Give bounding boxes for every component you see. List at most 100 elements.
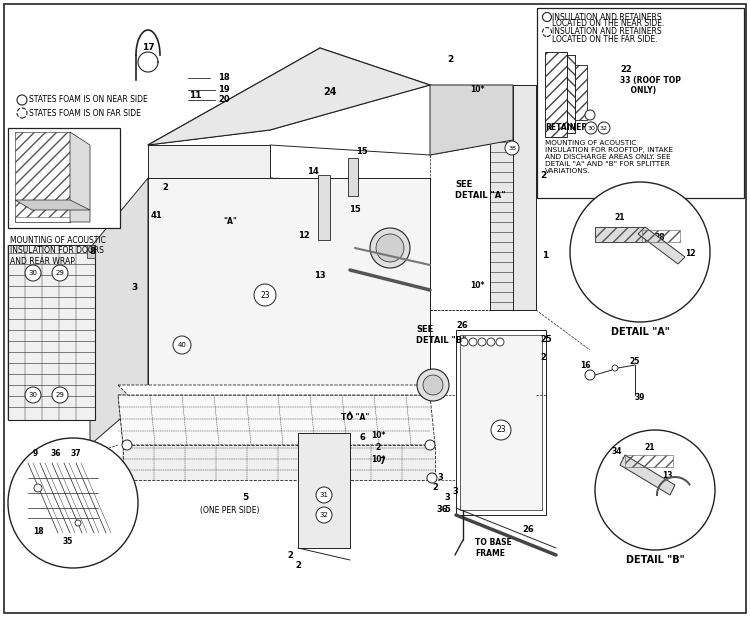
Text: 17: 17 <box>142 43 154 51</box>
Text: SEE
DETAIL "B": SEE DETAIL "B" <box>416 325 466 345</box>
Text: 13: 13 <box>314 270 326 280</box>
Text: 22: 22 <box>625 230 635 239</box>
Text: 39: 39 <box>634 394 645 402</box>
Text: 2: 2 <box>432 484 438 492</box>
Circle shape <box>496 338 504 346</box>
Circle shape <box>478 338 486 346</box>
Text: 31: 31 <box>320 492 328 498</box>
Circle shape <box>612 365 618 371</box>
Text: 41: 41 <box>150 210 162 220</box>
Circle shape <box>52 265 68 281</box>
Polygon shape <box>148 145 270 178</box>
Text: 16: 16 <box>580 360 590 370</box>
Bar <box>318 175 330 240</box>
Text: "A": "A" <box>223 218 237 226</box>
Circle shape <box>34 484 42 492</box>
Bar <box>545 52 567 137</box>
Circle shape <box>25 387 41 403</box>
Text: INSULATION AND RETAINERS: INSULATION AND RETAINERS <box>552 28 662 36</box>
Circle shape <box>427 473 437 483</box>
Polygon shape <box>123 445 435 480</box>
Text: 26: 26 <box>456 320 468 329</box>
Circle shape <box>585 110 595 120</box>
Circle shape <box>491 420 511 440</box>
Text: 12: 12 <box>298 231 310 239</box>
Text: 3: 3 <box>437 473 442 482</box>
Text: 2: 2 <box>540 170 546 180</box>
Circle shape <box>595 430 715 550</box>
Circle shape <box>316 487 332 503</box>
Text: 38: 38 <box>508 146 516 151</box>
Circle shape <box>52 387 68 403</box>
Text: TO BASE
FRAME: TO BASE FRAME <box>475 538 512 558</box>
Text: eReplacementParts.com: eReplacementParts.com <box>190 320 429 339</box>
Text: 32: 32 <box>600 125 608 131</box>
Circle shape <box>122 473 132 483</box>
Bar <box>15 132 70 217</box>
Text: 2: 2 <box>540 354 546 363</box>
Text: 5: 5 <box>242 492 248 502</box>
Text: 26: 26 <box>522 526 534 534</box>
Text: 5: 5 <box>444 505 450 515</box>
Circle shape <box>460 338 468 346</box>
Text: 15: 15 <box>349 205 361 215</box>
Text: 15: 15 <box>356 147 368 157</box>
Text: 3: 3 <box>452 487 458 497</box>
Bar <box>575 65 587 120</box>
Circle shape <box>376 234 404 262</box>
Text: 3: 3 <box>132 283 138 292</box>
Text: 3: 3 <box>444 494 450 502</box>
Text: 2: 2 <box>287 550 293 560</box>
Text: 22: 22 <box>622 457 632 466</box>
Circle shape <box>25 265 41 281</box>
Text: 37: 37 <box>71 449 82 457</box>
Bar <box>625 455 673 467</box>
Text: 20: 20 <box>218 96 229 104</box>
Bar <box>537 8 744 198</box>
Text: STATES FOAM IS ON NEAR SIDE: STATES FOAM IS ON NEAR SIDE <box>29 96 148 104</box>
Text: DETAIL "B": DETAIL "B" <box>626 555 684 565</box>
Polygon shape <box>595 227 645 242</box>
Polygon shape <box>148 48 430 145</box>
Text: 30: 30 <box>587 125 595 131</box>
Text: 13: 13 <box>662 471 672 479</box>
Text: 9: 9 <box>33 449 38 457</box>
Text: (ONE PER SIDE): (ONE PER SIDE) <box>200 505 260 515</box>
Text: 8: 8 <box>90 247 96 257</box>
Text: 2: 2 <box>295 560 301 569</box>
Bar <box>8 245 95 420</box>
Polygon shape <box>490 85 536 310</box>
Circle shape <box>122 440 132 450</box>
Text: 10*: 10* <box>370 431 386 439</box>
Polygon shape <box>430 85 513 155</box>
Text: 18: 18 <box>33 526 44 536</box>
Circle shape <box>173 336 191 354</box>
Bar <box>575 65 587 120</box>
Text: 25: 25 <box>540 336 552 344</box>
Text: TO "A": TO "A" <box>340 413 369 423</box>
Text: 21: 21 <box>645 444 656 452</box>
Text: 34: 34 <box>612 447 622 457</box>
Text: 2: 2 <box>162 183 168 193</box>
Polygon shape <box>513 85 536 310</box>
Text: 21: 21 <box>615 212 626 222</box>
Polygon shape <box>15 200 90 210</box>
Text: SEE
DETAIL "A": SEE DETAIL "A" <box>455 180 506 200</box>
Circle shape <box>585 370 595 380</box>
Polygon shape <box>87 245 95 258</box>
Circle shape <box>570 182 710 322</box>
Text: RETAINER: RETAINER <box>545 123 587 133</box>
Text: 14: 14 <box>308 167 319 176</box>
Text: 7: 7 <box>380 457 386 466</box>
Text: 23: 23 <box>260 291 270 299</box>
Polygon shape <box>90 178 148 445</box>
Bar <box>348 158 358 196</box>
Text: 35: 35 <box>63 537 74 545</box>
Polygon shape <box>70 132 90 222</box>
Bar <box>567 55 575 133</box>
Circle shape <box>17 108 27 118</box>
Text: 19: 19 <box>218 86 229 94</box>
Circle shape <box>417 369 449 401</box>
Text: 36: 36 <box>436 505 448 515</box>
Polygon shape <box>118 385 440 395</box>
